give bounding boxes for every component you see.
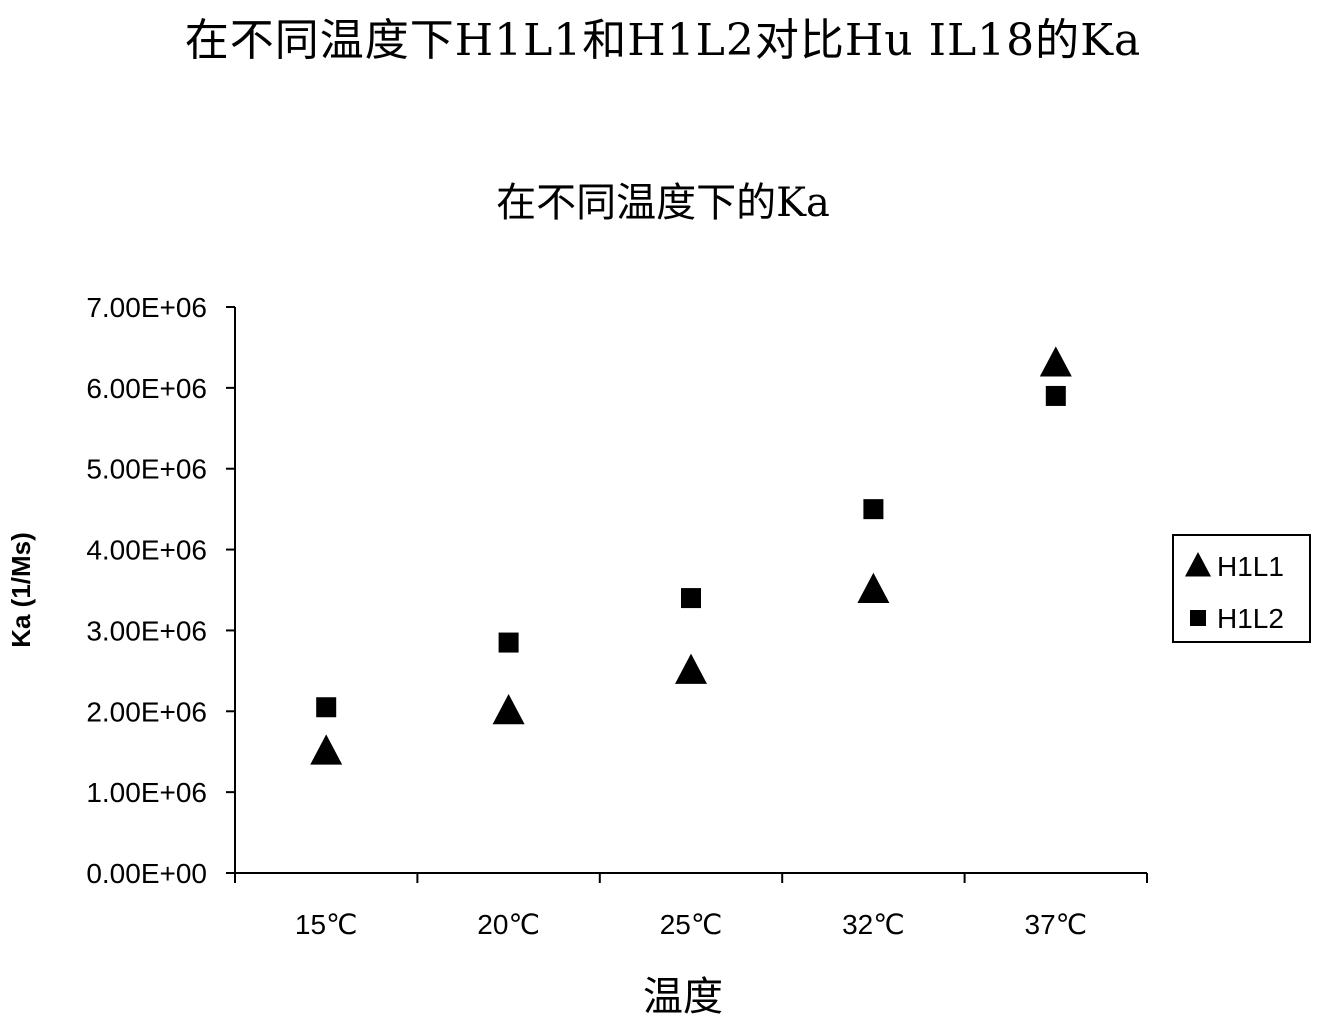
y-tick-label: 0.00E+00 bbox=[86, 858, 207, 889]
y-tick-label: 7.00E+06 bbox=[86, 292, 207, 323]
h1l2-point bbox=[316, 697, 336, 717]
y-axis-title: Ka (1/Ms) bbox=[6, 532, 36, 648]
y-tick-label: 6.00E+06 bbox=[86, 373, 207, 404]
legend: H1L1 H1L2 bbox=[1173, 535, 1310, 642]
x-tick-label: 25℃ bbox=[660, 909, 723, 940]
x-tick-label: 20℃ bbox=[477, 909, 540, 940]
legend-label: H1L2 bbox=[1217, 603, 1284, 634]
y-tick-label: 5.00E+06 bbox=[86, 454, 207, 485]
x-axis-title: 温度 bbox=[643, 974, 723, 1016]
y-tick-label: 4.00E+06 bbox=[86, 535, 207, 566]
x-tick-label: 15℃ bbox=[295, 909, 358, 940]
y-tick-label: 1.00E+06 bbox=[86, 777, 207, 808]
y-tick-label: 3.00E+06 bbox=[86, 615, 207, 646]
h1l2-point bbox=[499, 633, 519, 653]
h1l2-point bbox=[863, 499, 883, 519]
h1l1-point bbox=[857, 573, 889, 603]
h1l1-point bbox=[675, 654, 707, 684]
y-tick-label: 2.00E+06 bbox=[86, 696, 207, 727]
h1l1-point bbox=[493, 694, 525, 724]
h1l2-point bbox=[1046, 386, 1066, 406]
x-axis-ticks: 15℃ 20℃ 25℃ 32℃ 37℃ bbox=[235, 873, 1147, 940]
h1l2-point bbox=[681, 588, 701, 608]
legend-h1l2-marker bbox=[1190, 610, 1206, 626]
y-axis-ticks: 0.00E+00 1.00E+06 2.00E+06 3.00E+06 4.00E+06… bbox=[86, 292, 235, 889]
h1l1-point bbox=[310, 734, 342, 764]
legend-label: H1L1 bbox=[1217, 551, 1284, 582]
data-points bbox=[310, 346, 1072, 764]
h1l1-point bbox=[1040, 346, 1072, 376]
x-tick-label: 37℃ bbox=[1025, 909, 1088, 940]
x-tick-label: 32℃ bbox=[842, 909, 905, 940]
